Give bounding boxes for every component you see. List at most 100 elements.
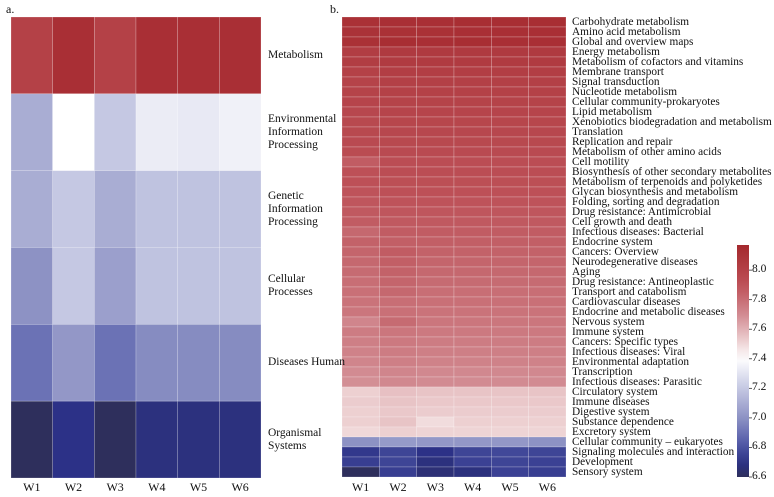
panel-b-cell [379, 336, 417, 348]
panel-b-cell [453, 26, 492, 38]
panel-b-cell [453, 256, 492, 268]
panel-a-cell [135, 93, 178, 171]
panel-b-row-label: Global and overview maps [572, 36, 694, 48]
panel-b-cell [528, 436, 567, 448]
panel-b-row-label: Nucleotide metabolism [572, 86, 678, 98]
panel-b-cell [416, 66, 455, 78]
panel-b-cell [341, 466, 380, 478]
panel-a-cell [219, 400, 262, 479]
panel-a-row-label: Metabolism [268, 48, 323, 61]
panel-b-cell [341, 356, 380, 368]
panel-b-cell [528, 106, 567, 118]
panel-b-cell [453, 246, 492, 258]
panel-b-cell [528, 96, 567, 108]
panel-b-cell [341, 316, 380, 328]
panel-b-cell [528, 276, 567, 288]
panel-b-cell [491, 416, 529, 428]
panel-b-cell [416, 46, 455, 58]
panel-b-cell [528, 296, 567, 308]
panel-b-cell [453, 226, 492, 238]
panel-b-cell [341, 166, 380, 178]
panel-b-cell [491, 146, 529, 158]
panel-a-column-label: W1 [23, 480, 41, 494]
panel-b-cell [416, 386, 455, 398]
panel-b-row-label: Development [572, 456, 633, 468]
panel-b-cell [341, 326, 380, 338]
panel-b-cell [453, 366, 492, 378]
panel-b-cell [341, 376, 380, 388]
panel-b-cell [453, 36, 492, 48]
panel-b-cell [491, 236, 529, 248]
panel-b-cell [528, 366, 567, 378]
panel-b-cell [528, 356, 567, 368]
panel-b-cell [341, 96, 380, 108]
colorbar-tick-label: 8.0 [752, 263, 767, 276]
panel-b-cell [453, 446, 492, 458]
panel-a-cell [177, 324, 220, 402]
panel-b-cell [379, 306, 417, 318]
panel-b-cell [341, 306, 380, 318]
colorbar-tick-label: 7.6 [752, 322, 767, 335]
panel-b-cell [379, 416, 417, 428]
panel-b-cell [528, 466, 567, 478]
panel-b-cell [453, 406, 492, 418]
panel-b-cell [491, 176, 529, 188]
panel-b-cell [379, 76, 417, 88]
panel-b-cell [453, 316, 492, 328]
panel-b-cell [416, 246, 455, 258]
panel-b-cell [528, 456, 567, 468]
panel-b-cell [491, 366, 529, 378]
colorbar-tick-label: 7.2 [752, 381, 767, 394]
panel-b-cell [453, 66, 492, 78]
panel-b-row-label: Environmental adaptation [572, 356, 690, 368]
panel-b-cell [416, 336, 455, 348]
panel-b-cell [341, 36, 380, 48]
panel-a-cell [135, 324, 178, 402]
panel-b-cell [341, 446, 380, 458]
panel-b-cell [528, 196, 567, 208]
panel-b-row-label: Substance dependence [572, 416, 674, 428]
panel-b-row-label: Drug resistance: Antimicrobial [572, 206, 712, 218]
panel-b-cell [379, 136, 417, 148]
panel-a-cell [94, 247, 137, 325]
panel-b-cell [528, 376, 567, 388]
panel-b-cell [453, 176, 492, 188]
panel-b-cell [416, 256, 455, 268]
panel-b-row-label: Transcription [572, 366, 633, 378]
panel-b-cell [453, 376, 492, 388]
panel-b-cell [453, 416, 492, 428]
panel-b-cell [379, 426, 417, 438]
panel-b-cell [416, 286, 455, 298]
panel-b-cell [453, 86, 492, 98]
panel-b-cell [491, 106, 529, 118]
panel-b-cell [379, 386, 417, 398]
panel-b-cell [379, 186, 417, 198]
panel-b-cell [528, 246, 567, 258]
panel-b-cell [491, 396, 529, 408]
panel-b-row-label: Sensory system [572, 466, 643, 478]
panel-b-cell [379, 236, 417, 248]
panel-b-cell [453, 136, 492, 148]
panel-a-cell [219, 16, 262, 95]
panel-b-cell [341, 346, 380, 358]
panel-b-cell [491, 446, 529, 458]
panel-b-row-label: Biosynthesis of other secondary metaboli… [572, 166, 772, 178]
panel-b-cell [379, 86, 417, 98]
panel-b-cell [528, 16, 567, 28]
panel-b-row-label: Cell growth and death [572, 216, 673, 228]
panel-b-cell [528, 36, 567, 48]
panel-b-cell [341, 66, 380, 78]
panel-b-column-label: W5 [501, 480, 519, 494]
panel-b-cell [379, 106, 417, 118]
panel-b-cell [491, 386, 529, 398]
panel-b-cell [416, 356, 455, 368]
panel-b-cell [416, 466, 455, 478]
panel-b-cell [453, 356, 492, 368]
panel-a-cell [10, 324, 53, 402]
panel-b-cell [341, 76, 380, 88]
panel-b-cell [528, 256, 567, 268]
colorbar [737, 245, 749, 477]
panel-b-cell [416, 186, 455, 198]
panel-b-cell [491, 286, 529, 298]
